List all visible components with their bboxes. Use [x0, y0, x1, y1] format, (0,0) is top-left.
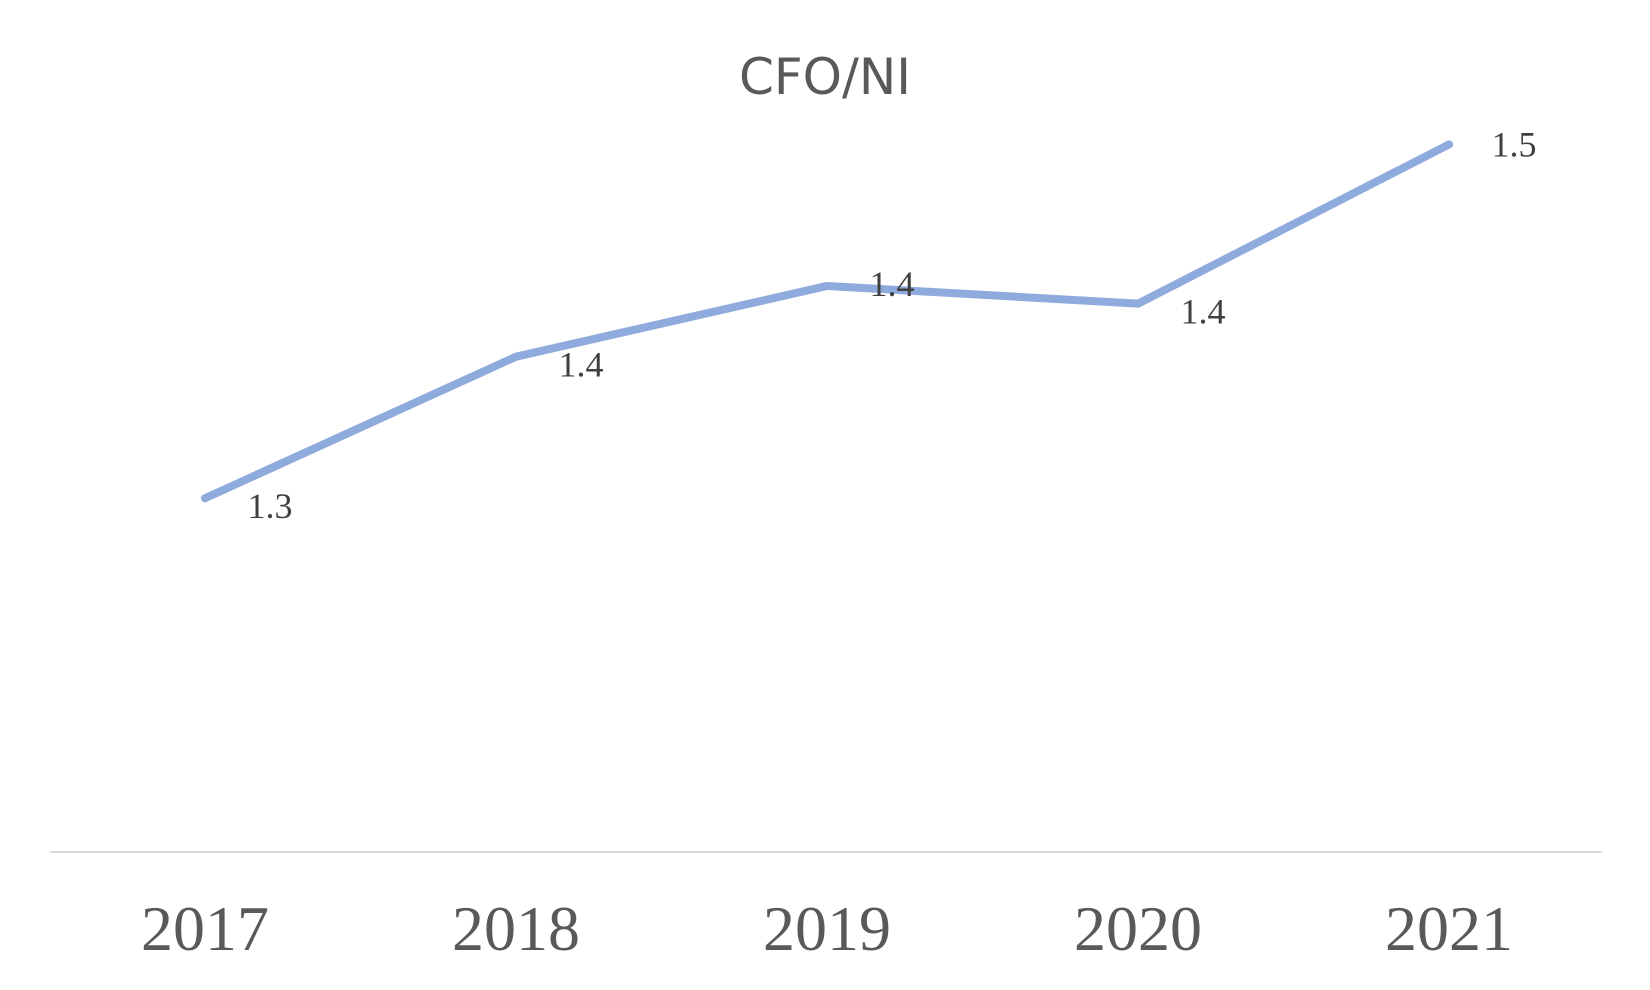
data-point-2019 [823, 281, 831, 290]
x-tick-label-2019: 2019 [763, 893, 891, 964]
x-tick-labels-layer: 2017 2018 2019 2020 2021 [141, 893, 1513, 964]
series-layer [201, 140, 1453, 503]
data-point-2020 [1134, 299, 1142, 308]
x-tick-label-2020: 2020 [1074, 893, 1202, 964]
data-label-2018: 1.4 [559, 345, 604, 385]
data-point-2021 [1445, 140, 1453, 149]
x-tick-label-2021: 2021 [1385, 893, 1513, 964]
data-point-2017 [201, 494, 209, 503]
x-tick-label-2017: 2017 [141, 893, 269, 964]
x-tick-label-2018: 2018 [452, 893, 580, 964]
data-label-2021: 1.5 [1492, 124, 1537, 164]
data-label-2020: 1.4 [1181, 292, 1226, 332]
data-point-2018 [512, 352, 520, 361]
chart-title: CFO/NI [739, 48, 911, 106]
series-line [201, 140, 1453, 503]
data-labels-layer: 1.3 1.4 1.4 1.4 1.5 [248, 124, 1537, 526]
data-label-2017: 1.3 [248, 486, 293, 526]
data-label-2019: 1.4 [870, 264, 915, 304]
